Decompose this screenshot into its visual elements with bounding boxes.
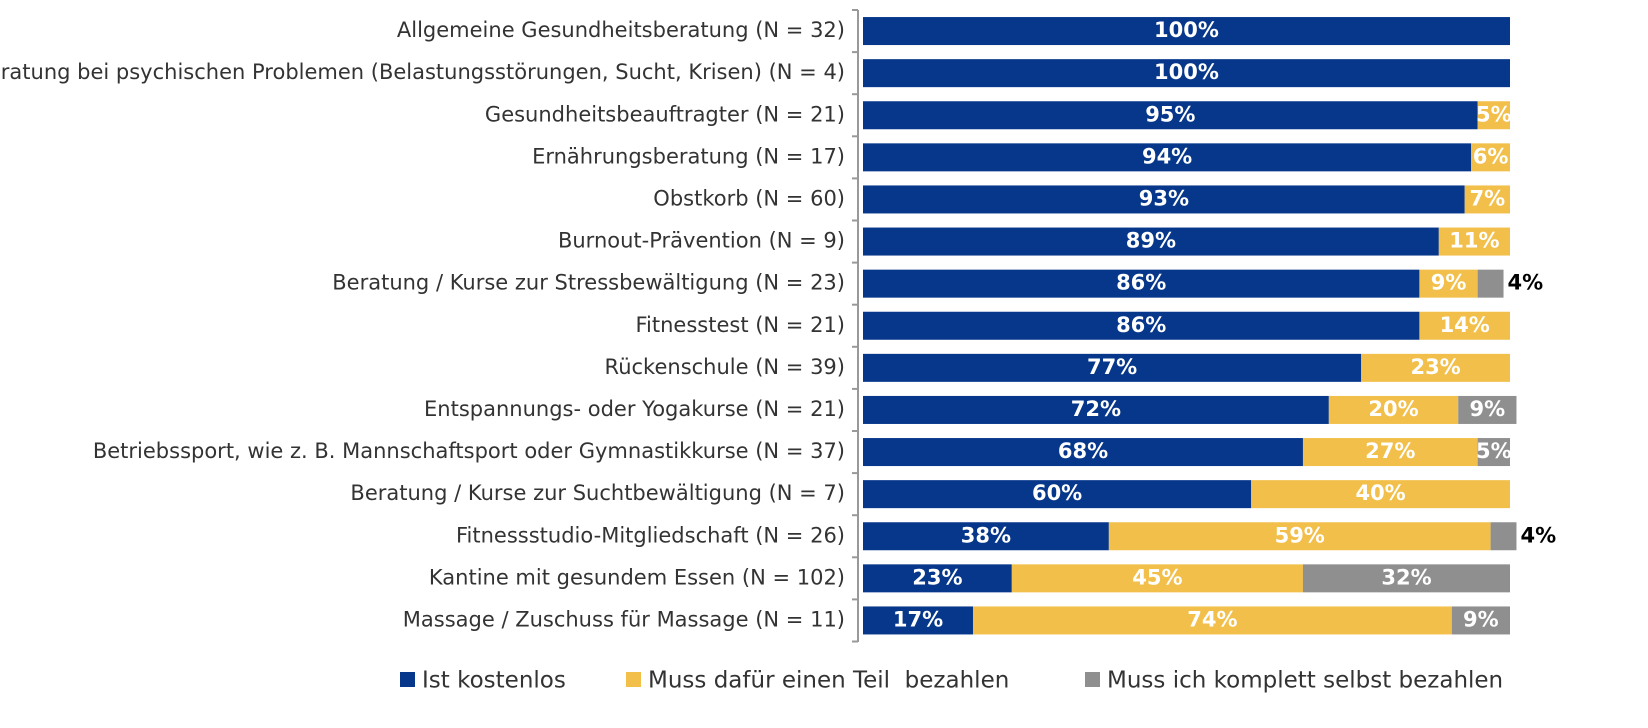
bar-segment	[1477, 101, 1510, 130]
category-label: Beratung / Kurse zur Stressbewältigung (…	[332, 271, 845, 295]
legend-swatch	[1085, 672, 1100, 687]
value-label: 7%	[1470, 186, 1506, 210]
value-label: 6%	[1473, 144, 1509, 168]
legend-label: Muss dafür einen Teil bezahlen	[648, 668, 1009, 694]
bar-segment	[863, 59, 1510, 88]
category-label: Obstkorb (N = 60)	[653, 186, 845, 210]
bar-segment	[863, 143, 1472, 172]
value-label: 17%	[893, 607, 943, 631]
value-label: 32%	[1381, 565, 1431, 589]
category-label: Beratung / Kurse zur Suchtbewältigung (N…	[350, 481, 845, 505]
legend-label: Ist kostenlos	[422, 668, 566, 694]
value-label: 100%	[1154, 60, 1219, 84]
bar-segment	[863, 438, 1303, 467]
bar-segment	[863, 17, 1510, 46]
bar-segment	[863, 564, 1012, 593]
value-label: 86%	[1116, 313, 1166, 337]
value-label: 86%	[1116, 271, 1166, 295]
category-label: Ernährungsberatung (N = 17)	[532, 144, 845, 168]
bar-segment	[1458, 395, 1517, 424]
value-label: 68%	[1058, 439, 1108, 463]
bar-segment	[1328, 395, 1459, 424]
category-label: Entspannungs- oder Yogakurse (N = 21)	[424, 397, 845, 421]
category-label: Rückenschule (N = 39)	[605, 355, 845, 379]
value-label: 23%	[1410, 355, 1460, 379]
category-label: Massage / Zuschuss für Massage (N = 11)	[403, 607, 845, 631]
value-label: 38%	[961, 523, 1011, 547]
bar-segment	[1490, 522, 1517, 551]
legend-label: Muss ich komplett selbst bezahlen	[1107, 668, 1503, 694]
category-label: Burnout-Prävention (N = 9)	[558, 229, 845, 253]
value-label: 59%	[1275, 523, 1325, 547]
value-label: 27%	[1365, 439, 1415, 463]
value-label: 5%	[1476, 439, 1512, 463]
legend-swatch	[626, 672, 641, 687]
value-label: 9%	[1431, 271, 1467, 295]
value-label: 9%	[1463, 607, 1499, 631]
bar-segment	[863, 101, 1478, 130]
bar-segment	[1471, 143, 1510, 172]
bar-segment	[1419, 311, 1510, 340]
bar-segment	[1451, 606, 1510, 635]
value-label: 14%	[1440, 313, 1490, 337]
legend-swatch	[400, 672, 415, 687]
bar-segment	[1361, 353, 1510, 382]
bar-segment	[1419, 269, 1478, 298]
value-label: 93%	[1139, 186, 1189, 210]
bar-segment	[863, 311, 1420, 340]
value-label: 4%	[1508, 271, 1544, 295]
bar-segment	[1477, 269, 1504, 298]
value-label: 9%	[1470, 397, 1506, 421]
bar-segment	[1302, 564, 1510, 593]
category-label: Gesundheitsbeauftragter (N = 21)	[485, 102, 845, 126]
value-label: 72%	[1071, 397, 1121, 421]
value-label: 89%	[1126, 229, 1176, 253]
category-label: Beratung bei psychischen Problemen (Bela…	[0, 60, 845, 84]
value-label: 20%	[1368, 397, 1418, 421]
bar-segment	[1438, 227, 1510, 256]
category-label: Allgemeine Gesundheitsberatung (N = 32)	[397, 18, 845, 42]
category-label: Betriebssport, wie z. B. Mannschaftsport…	[93, 439, 845, 463]
value-label: 4%	[1520, 523, 1556, 547]
value-label: 94%	[1142, 144, 1192, 168]
bar-segment	[863, 185, 1465, 214]
bar-segment	[1251, 480, 1510, 509]
bar-segment	[1011, 564, 1303, 593]
value-label: 74%	[1187, 607, 1237, 631]
bar-segment	[863, 606, 973, 635]
bar-segment	[863, 353, 1362, 382]
category-label: Fitnesstest (N = 21)	[636, 313, 846, 337]
value-label: 45%	[1132, 565, 1182, 589]
value-label: 60%	[1032, 481, 1082, 505]
bar-segment	[972, 606, 1452, 635]
bar-segment	[863, 269, 1420, 298]
bar-segment	[863, 522, 1109, 551]
value-label: 77%	[1087, 355, 1137, 379]
bar-segment	[863, 480, 1252, 509]
bar-segment	[1477, 438, 1510, 467]
category-label: Fitnessstudio-Mitgliedschaft (N = 26)	[456, 523, 845, 547]
value-label: 5%	[1476, 102, 1512, 126]
category-label: Kantine mit gesundem Essen (N = 102)	[429, 565, 845, 589]
bar-segment	[1302, 438, 1478, 467]
value-label: 40%	[1355, 481, 1405, 505]
bar-segment	[1108, 522, 1491, 551]
value-label: 100%	[1154, 18, 1219, 42]
value-label: 95%	[1145, 102, 1195, 126]
bar-segment	[863, 395, 1329, 424]
bar-segment	[1464, 185, 1510, 214]
value-label: 23%	[912, 565, 962, 589]
bar-segment	[863, 227, 1439, 256]
value-label: 11%	[1449, 229, 1499, 253]
